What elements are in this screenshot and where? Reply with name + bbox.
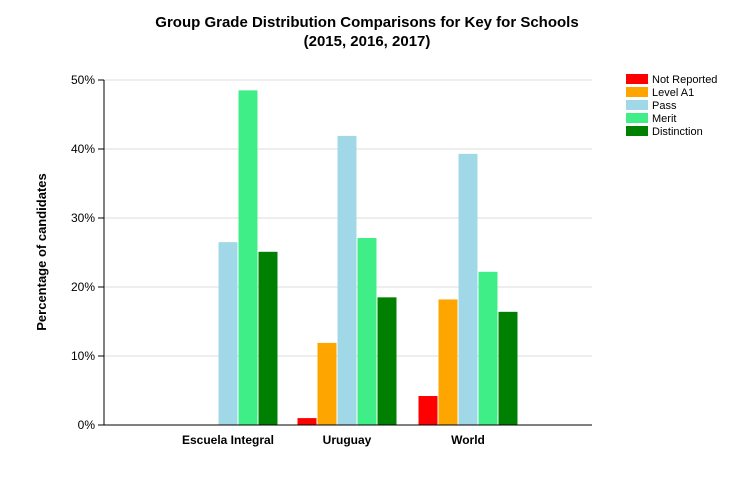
x-category-label: Escuela Integral [182,433,274,447]
y-tick-label: 10% [71,349,95,363]
bar [337,135,357,425]
bar [297,418,317,425]
bars [218,90,518,425]
legend-label: Pass [652,100,677,112]
x-category-label: World [451,433,485,447]
chart-subtitle: (2015, 2016, 2017) [304,33,431,50]
bar [438,299,458,425]
bar [317,342,337,425]
axes: 0% 10% 20% 30% 40% 50% Escuela Integral Uruguay… [71,73,592,447]
legend-label: Level A1 [652,87,694,99]
legend-label: Merit [652,113,676,125]
bar [377,297,397,425]
legend-swatch [626,100,648,110]
legend-swatch [626,87,648,97]
bar [418,396,438,425]
y-tick-label: 50% [71,73,95,87]
y-tick-label: 0% [78,418,96,432]
legend-swatch [626,126,648,136]
x-category-label: Uruguay [323,433,372,447]
y-tick-label: 30% [71,211,95,225]
bar [258,251,278,425]
legend-label: Distinction [652,126,703,138]
bar [357,238,377,425]
chart-title: Group Grade Distribution Comparisons for… [155,14,578,31]
bar [238,90,258,425]
legend-swatch [626,74,648,84]
y-tick-label: 40% [71,142,95,156]
bar [218,242,238,425]
bar [498,311,518,425]
bar [478,271,498,425]
legend-swatch [626,113,648,123]
bar [458,153,478,425]
y-tick-label: 20% [71,280,95,294]
legend-label: Not Reported [652,74,717,86]
y-axis-label: Percentage of candidates [34,173,49,331]
